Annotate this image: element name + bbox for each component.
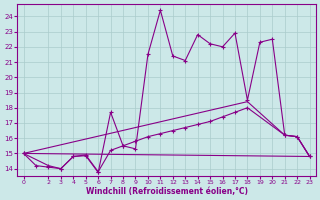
- X-axis label: Windchill (Refroidissement éolien,°C): Windchill (Refroidissement éolien,°C): [85, 187, 248, 196]
